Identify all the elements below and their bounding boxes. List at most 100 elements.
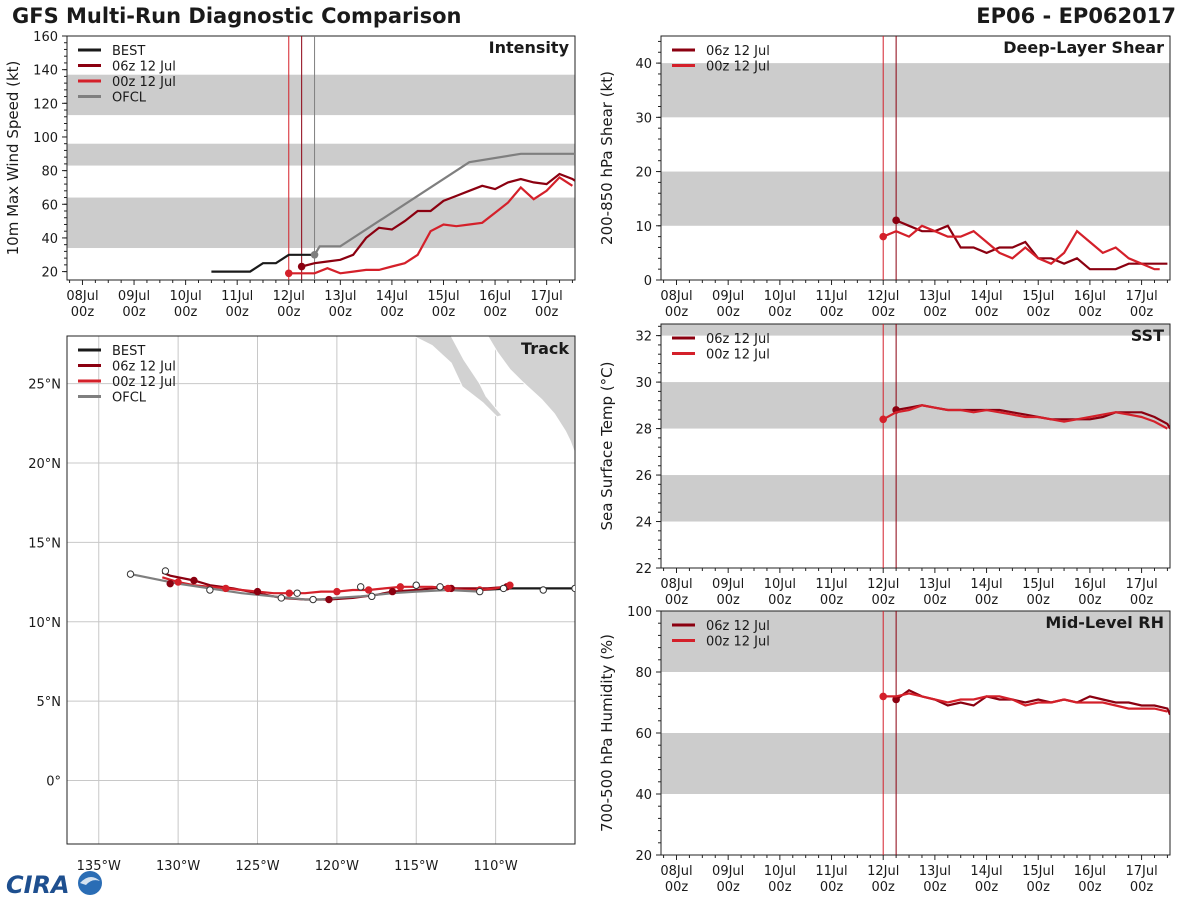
x-tick-label-day: 11Jul — [815, 289, 847, 304]
legend-label: 06z 12 Jul — [112, 360, 176, 375]
x-tick-label-day: 11Jul — [815, 577, 847, 592]
y-tick-label: 100 — [33, 131, 58, 146]
x-tick-label-hour: 00z — [226, 305, 250, 320]
shaded-band — [661, 382, 1170, 429]
x-tick-label-hour: 00z — [1027, 305, 1051, 320]
track-point-ofcl — [412, 581, 420, 589]
land-mainland-mexico — [487, 336, 575, 454]
track-point-ofcl — [356, 583, 365, 591]
track-point-ofcl — [436, 583, 444, 591]
x-tick-label-hour: 00z — [665, 880, 689, 895]
x-tick-label-hour: 00z — [1027, 880, 1051, 895]
y-tick-label: 60 — [41, 198, 58, 213]
track-point-best — [499, 584, 508, 593]
x-tick-label-day: 16Jul — [1074, 577, 1106, 592]
lat-tick-label: 0° — [46, 775, 61, 790]
track-point-r00 — [506, 581, 514, 589]
track-line-r06 — [161, 571, 507, 601]
x-tick-label-day: 13Jul — [919, 577, 951, 592]
y-tick-label: 32 — [635, 330, 652, 345]
x-tick-label-hour: 00z — [820, 880, 844, 895]
series-marker-r00 — [879, 692, 888, 701]
x-tick-label-day: 15Jul — [1022, 577, 1054, 592]
legend-label: BEST — [112, 344, 145, 359]
legend-label: 00z 12 Jul — [706, 60, 770, 75]
x-tick-label-day: 08Jul — [660, 577, 692, 592]
y-tick-label: 140 — [33, 64, 58, 79]
x-tick-label-day: 12Jul — [867, 864, 899, 879]
x-tick-label-hour: 00z — [665, 305, 689, 320]
legend-label: 06z 12 Jul — [112, 60, 176, 75]
legend-label: 00z 12 Jul — [706, 348, 770, 363]
page-title: GFS Multi-Run Diagnostic Comparison — [12, 4, 462, 28]
series-marker-r06 — [297, 262, 306, 271]
lat-tick-label: 20°N — [28, 457, 61, 472]
x-tick-label-day: 15Jul — [1022, 864, 1054, 879]
x-tick-label-day: 10Jul — [764, 289, 796, 304]
series-marker-r00 — [879, 415, 888, 424]
lat-tick-label: 10°N — [28, 616, 61, 631]
x-tick-label-hour: 00z — [975, 305, 999, 320]
x-tick-label-day: 14Jul — [970, 289, 1002, 304]
shear-ylabel: 200-850 hPa Shear (kt) — [598, 71, 616, 245]
x-tick-label-day: 09Jul — [712, 289, 744, 304]
track-line-ofcl — [130, 573, 480, 601]
x-tick-label-day: 12Jul — [273, 289, 305, 304]
shaded-band — [661, 475, 1170, 522]
shear-panel-title: Deep-Layer Shear — [1003, 38, 1164, 57]
x-tick-label-day: 09Jul — [118, 289, 150, 304]
series-marker-r00 — [284, 269, 293, 278]
legend-label: 06z 12 Jul — [706, 332, 770, 347]
x-tick-label-hour: 00z — [923, 880, 947, 895]
x-tick-label-hour: 00z — [71, 305, 95, 320]
x-tick-label-hour: 00z — [174, 305, 198, 320]
x-tick-label-hour: 00z — [1027, 593, 1051, 608]
x-tick-label-hour: 00z — [665, 593, 689, 608]
x-tick-label-day: 08Jul — [66, 289, 98, 304]
track-point-r06 — [190, 576, 198, 585]
x-tick-label-hour: 00z — [768, 593, 792, 608]
y-tick-label: 28 — [635, 423, 652, 438]
x-tick-label-hour: 00z — [768, 305, 792, 320]
x-tick-label-hour: 00z — [1078, 593, 1102, 608]
x-tick-label-hour: 00z — [380, 305, 404, 320]
track-point-ofcl — [476, 587, 484, 596]
track-point-r00 — [174, 578, 182, 586]
series-line-r00 — [883, 692, 1168, 713]
y-tick-label: 40 — [635, 57, 652, 72]
y-tick-label: 100 — [627, 605, 652, 620]
series-line-r00 — [288, 175, 574, 275]
y-tick-label: 20 — [41, 266, 58, 281]
track-point-ofcl — [206, 586, 214, 594]
x-tick-label-day: 14Jul — [376, 289, 408, 304]
x-tick-label-day: 15Jul — [427, 289, 459, 304]
track-point-r06 — [325, 595, 333, 604]
sst-plot-frame — [660, 323, 1171, 569]
track-point-best — [571, 584, 575, 593]
track-point-ofcl — [309, 595, 317, 604]
legend-label: 00z 12 Jul — [112, 375, 176, 390]
x-tick-label-day: 16Jul — [1074, 289, 1106, 304]
track-point-r00 — [364, 586, 373, 594]
x-tick-label-hour: 00z — [483, 305, 507, 320]
x-tick-label-day: 11Jul — [221, 289, 253, 304]
shaded-band — [661, 611, 1170, 672]
legend-label: OFCL — [112, 391, 147, 406]
shaded-band — [661, 63, 1170, 118]
x-tick-label-day: 08Jul — [660, 289, 692, 304]
x-tick-label-day: 17Jul — [1125, 577, 1157, 592]
lon-tick-label: 110°W — [474, 859, 518, 874]
track-point-r06 — [253, 587, 262, 596]
shaded-band — [67, 74, 575, 116]
y-tick-label: 80 — [41, 165, 58, 180]
rh-ylabel: 700-500 hPa Humidity (%) — [598, 634, 616, 832]
track-point-r00 — [333, 587, 341, 596]
track-point-r00 — [222, 584, 230, 593]
intensity-panel-title: Intensity — [489, 38, 570, 57]
x-tick-label-hour: 00z — [768, 880, 792, 895]
x-tick-label-day: 17Jul — [531, 289, 563, 304]
series-line-ofcl — [313, 152, 575, 256]
y-tick-label: 30 — [635, 376, 652, 391]
y-tick-label: 20 — [635, 849, 652, 864]
legend-label: 06z 12 Jul — [706, 619, 770, 634]
